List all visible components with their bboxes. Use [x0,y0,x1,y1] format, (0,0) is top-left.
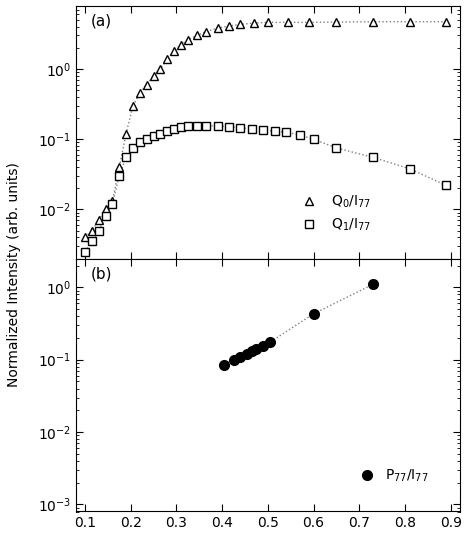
Line: Q$_0$/I$_{77}$: Q$_0$/I$_{77}$ [81,18,450,241]
Q$_1$/I$_{77}$ [283,129,289,136]
Q$_0$/I$_{77}$ [334,19,339,25]
Q$_0$/I$_{77}$ [306,19,312,26]
Q$_0$/I$_{77}$ [144,81,149,88]
P$_{77}$/I$_{77}$ [249,348,255,355]
Line: P$_{77}$/I$_{77}$: P$_{77}$/I$_{77}$ [219,279,378,370]
P$_{77}$/I$_{77}$ [267,339,273,345]
Legend: Q$_0$/I$_{77}$, Q$_1$/I$_{77}$: Q$_0$/I$_{77}$, Q$_1$/I$_{77}$ [293,188,376,239]
Q$_1$/I$_{77}$ [103,213,109,219]
Q$_1$/I$_{77}$ [171,125,177,132]
Q$_1$/I$_{77}$ [272,128,277,134]
Legend: P$_{77}$/I$_{77}$: P$_{77}$/I$_{77}$ [354,462,434,490]
Q$_1$/I$_{77}$ [237,124,243,131]
Text: (b): (b) [91,266,113,281]
P$_{77}$/I$_{77}$ [310,311,316,317]
Q$_0$/I$_{77}$ [171,48,177,54]
Q$_0$/I$_{77}$ [194,32,200,39]
Text: (a): (a) [91,13,112,28]
Q$_1$/I$_{77}$ [249,125,255,132]
P$_{77}$/I$_{77}$ [237,354,243,360]
Q$_0$/I$_{77}$ [443,18,449,25]
Text: Normalized Intensity (arb. units): Normalized Intensity (arb. units) [7,163,21,387]
Q$_1$/I$_{77}$ [215,123,220,129]
Q$_0$/I$_{77}$ [82,234,88,241]
Q$_1$/I$_{77}$ [109,201,115,207]
Q$_1$/I$_{77}$ [117,173,122,179]
Q$_1$/I$_{77}$ [407,166,412,172]
Q$_1$/I$_{77}$ [144,136,149,142]
Q$_0$/I$_{77}$ [117,164,122,170]
P$_{77}$/I$_{77}$ [245,351,250,358]
Q$_0$/I$_{77}$ [215,25,220,31]
Q$_0$/I$_{77}$ [203,28,209,35]
P$_{77}$/I$_{77}$ [221,361,227,368]
Q$_0$/I$_{77}$ [265,19,271,26]
Q$_0$/I$_{77}$ [370,18,376,25]
Q$_1$/I$_{77}$ [164,128,170,134]
Q$_1$/I$_{77}$ [151,133,156,140]
P$_{77}$/I$_{77}$ [254,346,259,353]
Q$_1$/I$_{77}$ [310,136,316,142]
Q$_1$/I$_{77}$ [297,131,302,138]
Q$_0$/I$_{77}$ [130,102,136,109]
Q$_1$/I$_{77}$ [137,139,143,146]
Q$_0$/I$_{77}$ [285,19,291,26]
Q$_1$/I$_{77}$ [157,130,163,137]
Line: Q$_1$/I$_{77}$: Q$_1$/I$_{77}$ [81,122,450,256]
Q$_0$/I$_{77}$ [137,90,143,97]
Q$_1$/I$_{77}$ [370,154,376,161]
Q$_1$/I$_{77}$ [334,145,339,151]
Q$_1$/I$_{77}$ [178,124,184,130]
Q$_0$/I$_{77}$ [237,21,243,28]
Q$_0$/I$_{77}$ [96,217,101,224]
Q$_1$/I$_{77}$ [226,124,232,130]
Q$_0$/I$_{77}$ [157,65,163,72]
Q$_0$/I$_{77}$ [123,130,129,137]
Q$_1$/I$_{77}$ [443,182,449,189]
Q$_1$/I$_{77}$ [185,123,191,129]
Q$_1$/I$_{77}$ [96,227,101,234]
Q$_1$/I$_{77}$ [123,154,129,161]
Q$_1$/I$_{77}$ [194,123,200,129]
Q$_1$/I$_{77}$ [130,145,136,151]
Q$_0$/I$_{77}$ [103,206,109,213]
Q$_0$/I$_{77}$ [89,227,95,234]
Q$_0$/I$_{77}$ [251,20,257,26]
Q$_0$/I$_{77}$ [407,18,412,25]
Q$_0$/I$_{77}$ [178,42,184,48]
Q$_0$/I$_{77}$ [151,73,156,79]
Q$_1$/I$_{77}$ [82,249,88,255]
P$_{77}$/I$_{77}$ [370,281,376,288]
P$_{77}$/I$_{77}$ [231,356,237,363]
P$_{77}$/I$_{77}$ [260,343,266,349]
Q$_1$/I$_{77}$ [89,238,95,245]
Q$_0$/I$_{77}$ [185,36,191,43]
Q$_0$/I$_{77}$ [109,198,115,205]
Q$_0$/I$_{77}$ [164,56,170,62]
Q$_1$/I$_{77}$ [260,126,266,133]
Q$_1$/I$_{77}$ [203,123,209,129]
Q$_0$/I$_{77}$ [226,23,232,29]
